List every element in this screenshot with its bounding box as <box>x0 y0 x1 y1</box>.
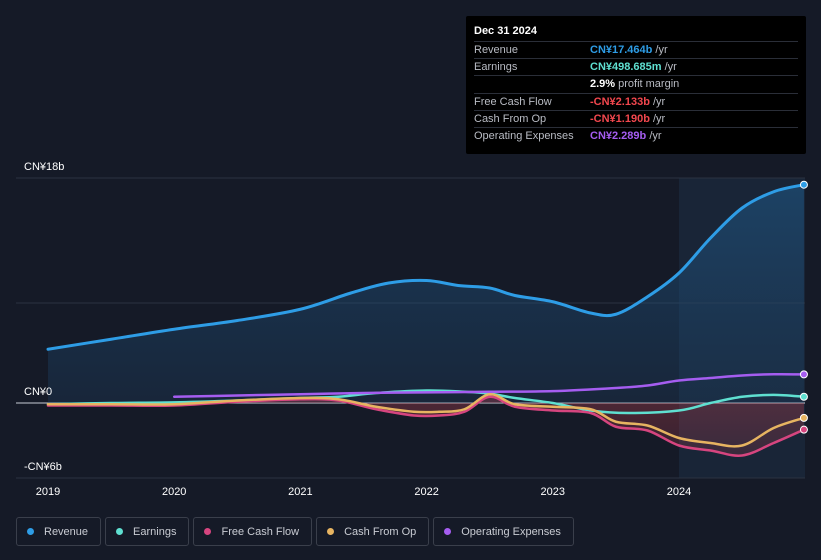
tooltip-row: 2.9% profit margin <box>474 75 798 92</box>
legend-item-revenue[interactable]: Revenue <box>16 517 102 546</box>
y-tick-label: -CN¥6b <box>24 461 62 473</box>
legend-label: Revenue <box>44 525 89 538</box>
cash-from-op-line <box>46 392 806 448</box>
legend: Revenue Earnings Free Cash Flow Cash From O… <box>16 517 578 546</box>
tooltip-row: Revenue CN¥17.464b /yr <box>474 41 798 58</box>
revenue-area <box>48 184 804 403</box>
legend-label: Cash From Op <box>344 525 417 538</box>
x-tick-label: 2020 <box>162 486 186 498</box>
tooltip: Dec 31 2024 Revenue CN¥17.464b /yr Earning… <box>466 16 806 154</box>
cash-from-op-end-dot <box>799 413 808 422</box>
operating-expenses-end-dot <box>799 370 808 379</box>
tooltip-row: Operating Expenses CN¥2.289b /yr <box>474 126 798 144</box>
legend-item-free-cash-flow[interactable]: Free Cash Flow <box>193 517 313 546</box>
tooltip-value: CN¥498.685m /yr <box>590 61 677 74</box>
legend-label: Free Cash Flow <box>221 525 300 538</box>
operating-expenses-line <box>172 372 806 398</box>
legend-item-cash-from-op[interactable]: Cash From Op <box>316 517 430 546</box>
tooltip-value: -CN¥2.133b /yr <box>590 95 666 108</box>
tooltip-value: 2.9% profit margin <box>590 78 680 91</box>
tooltip-label: Free Cash Flow <box>474 95 552 108</box>
free-cash-flow-end-dot <box>799 425 808 434</box>
legend-dot-icon <box>116 528 124 535</box>
tooltip-value: CN¥2.289b /yr <box>590 129 662 142</box>
legend-dot-icon <box>204 528 212 535</box>
x-tick-label: 2021 <box>288 486 312 498</box>
tooltip-row: Cash From Op -CN¥1.190b /yr <box>474 109 798 127</box>
legend-dot-icon <box>444 528 452 535</box>
tooltip-row: Earnings CN¥498.685m /yr <box>474 58 798 75</box>
tooltip-label: Operating Expenses <box>474 129 574 142</box>
x-tick-label: 2023 <box>541 486 565 498</box>
revenue-end-dot <box>799 180 808 189</box>
tooltip-label: Earnings <box>474 61 518 74</box>
x-tick-label: 2019 <box>36 486 60 498</box>
x-tick-label: 2022 <box>414 486 438 498</box>
tooltip-date: Dec 31 2024 <box>474 25 537 37</box>
legend-dot-icon <box>27 528 34 535</box>
chart: CN¥18b CN¥0 -CN¥6b 2019 2020 2021 2022 2023 202… <box>16 161 808 498</box>
tooltip-value: -CN¥1.190b /yr <box>590 112 666 125</box>
y-tick-label: CN¥18b <box>24 161 64 173</box>
tooltip-row: Free Cash Flow -CN¥2.133b /yr <box>474 92 798 110</box>
tooltip-label <box>474 76 590 92</box>
tooltip-label: Cash From Op <box>474 112 547 125</box>
tooltip-label: Revenue <box>474 44 519 56</box>
legend-label: Operating Expenses <box>461 525 561 538</box>
legend-label: Earnings <box>133 525 177 538</box>
x-tick-label: 2024 <box>667 486 691 498</box>
revenue-line <box>46 183 806 351</box>
legend-dot-icon <box>327 528 335 535</box>
legend-item-operating-expenses[interactable]: Operating Expenses <box>433 517 574 546</box>
legend-item-earnings[interactable]: Earnings <box>105 517 190 546</box>
earnings-end-dot <box>799 392 808 401</box>
y-tick-label: CN¥0 <box>24 386 52 398</box>
tooltip-value: CN¥17.464b /yr <box>590 44 668 56</box>
